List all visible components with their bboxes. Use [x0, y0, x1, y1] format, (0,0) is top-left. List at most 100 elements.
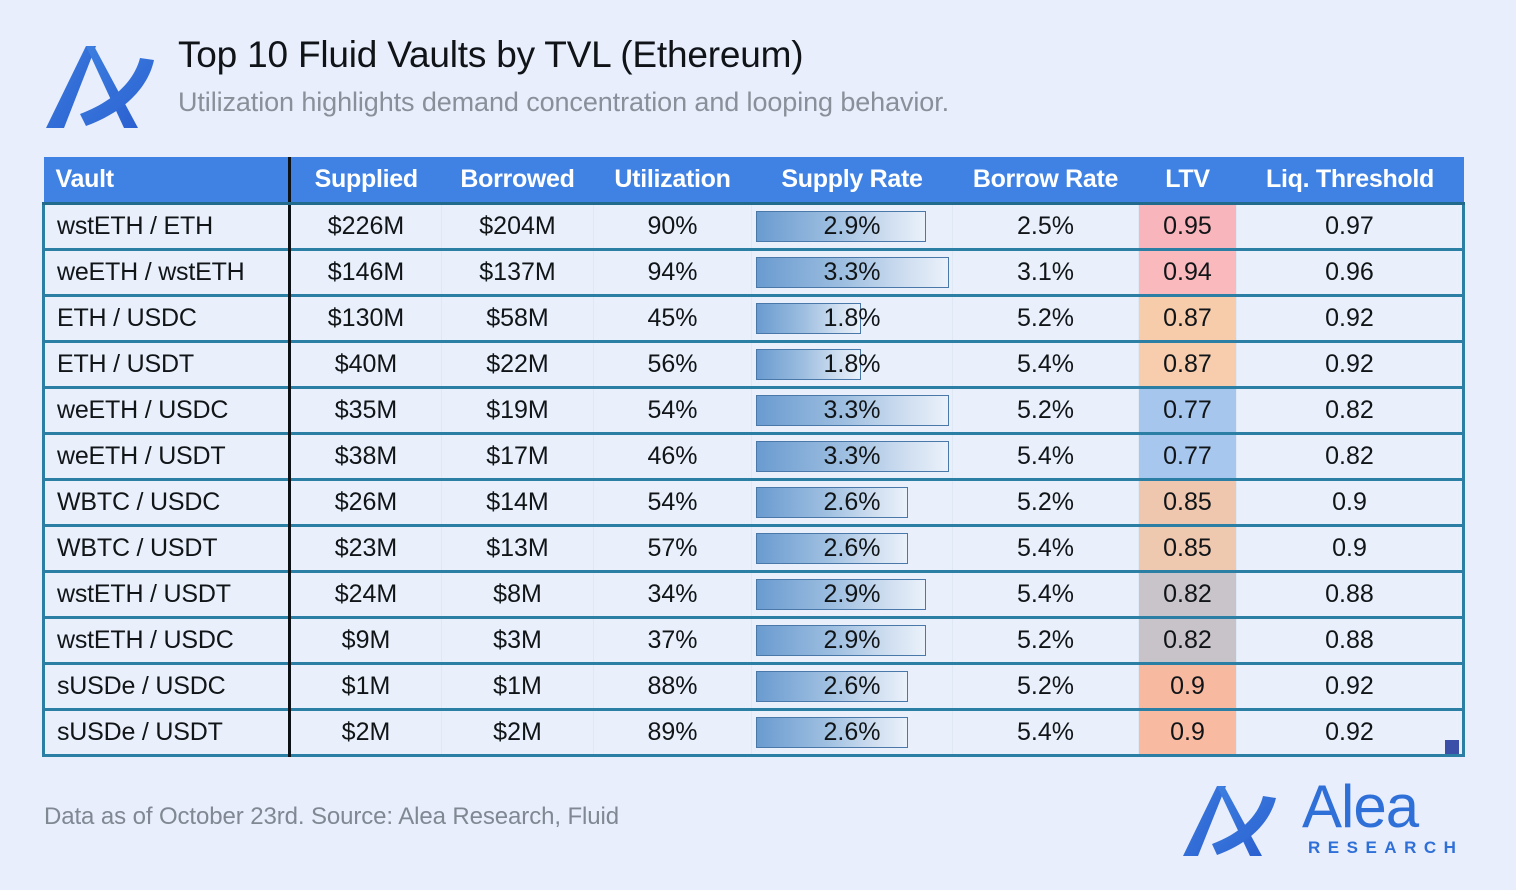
cell-supply-rate: 2.9%: [751, 571, 953, 617]
table-row[interactable]: weETH / USDT $38M $17M 46% 3.3% 5.4% 0.77 0.82: [42, 433, 1465, 479]
cell-borrow-rate: 5.4%: [952, 433, 1139, 479]
cell-borrowed: $58M: [441, 295, 594, 341]
supply-rate-databar: [756, 716, 908, 748]
cell-borrow-rate: 5.4%: [952, 709, 1139, 755]
table-row[interactable]: wstETH / USDT $24M $8M 34% 2.9% 5.4% 0.82 0.88: [42, 571, 1465, 617]
table-row[interactable]: weETH / USDC $35M $19M 54% 3.3% 5.2% 0.77 0.82: [42, 387, 1465, 433]
cell-ltv: 0.9: [1138, 663, 1237, 709]
cell-supplied: $9M: [289, 617, 442, 663]
supply-rate-label: 1.8%: [823, 349, 881, 378]
supply-rate-databar: [756, 256, 949, 288]
table-row[interactable]: ETH / USDT $40M $22M 56% 1.8% 5.4% 0.87 0.92: [42, 341, 1465, 387]
cell-ltv: 0.85: [1138, 479, 1237, 525]
column-header-ltv[interactable]: LTV: [1138, 157, 1237, 205]
cell-borrowed: $17M: [441, 433, 594, 479]
table-corner-notch: [1445, 739, 1459, 754]
table-header-row: Vault Supplied Borrowed Utilization Supp…: [43, 157, 1464, 205]
cell-vault: sUSDe / USDC: [42, 663, 291, 709]
cell-vault: wstETH / USDT: [42, 571, 291, 617]
table-row[interactable]: wstETH / USDC $9M $3M 37% 2.9% 5.2% 0.82 0.88: [42, 617, 1465, 663]
cell-ltv: 0.77: [1138, 387, 1237, 433]
column-header-utilization[interactable]: Utilization: [593, 157, 752, 205]
cell-vault: WBTC / USDC: [42, 479, 291, 525]
cell-borrowed: $14M: [441, 479, 594, 525]
cell-borrow-rate: 5.2%: [952, 387, 1139, 433]
supply-rate-label: 2.6%: [823, 487, 881, 516]
cell-supply-rate: 3.3%: [751, 249, 953, 295]
cell-liq-threshold: 0.88: [1236, 571, 1465, 617]
cell-borrowed: $137M: [441, 249, 594, 295]
brand-tagline: RESEARCH: [1308, 838, 1464, 857]
alea-logo-icon: [1180, 778, 1292, 860]
cell-liq-threshold: 0.92: [1236, 709, 1465, 755]
page-subtitle: Utilization highlights demand concentrat…: [178, 86, 950, 117]
cell-ltv: 0.77: [1138, 433, 1237, 479]
cell-supplied: $24M: [289, 571, 442, 617]
table-row[interactable]: WBTC / USDT $23M $13M 57% 2.6% 5.4% 0.85 0.9: [42, 525, 1465, 571]
cell-ltv: 0.95: [1138, 203, 1237, 249]
supply-rate-databar: [756, 348, 861, 380]
cell-supplied: $146M: [289, 249, 442, 295]
table-row[interactable]: WBTC / USDC $26M $14M 54% 2.6% 5.2% 0.85 0.9: [42, 479, 1465, 525]
cell-supply-rate: 1.8%: [751, 341, 953, 387]
cell-ltv: 0.87: [1138, 341, 1237, 387]
table-row[interactable]: ETH / USDC $130M $58M 45% 1.8% 5.2% 0.87 0.92: [42, 295, 1465, 341]
cell-liq-threshold: 0.92: [1236, 295, 1465, 341]
vaults-table-wrapper: Vault Supplied Borrowed Utilization Supp…: [42, 157, 1465, 757]
column-header-supplied[interactable]: Supplied: [289, 157, 442, 205]
footer-logo: Alea RESEARCH: [1180, 773, 1480, 870]
vaults-table: Vault Supplied Borrowed Utilization Supp…: [42, 157, 1465, 757]
cell-borrow-rate: 5.4%: [952, 341, 1139, 387]
cell-supply-rate: 2.9%: [751, 617, 953, 663]
column-header-liq-threshold[interactable]: Liq. Threshold: [1236, 157, 1464, 205]
supply-rate-label: 2.6%: [823, 671, 881, 700]
supply-rate-databar: [756, 210, 926, 242]
cell-ltv: 0.94: [1138, 249, 1237, 295]
table-row[interactable]: sUSDe / USDT $2M $2M 89% 2.6% 5.4% 0.9 0.92: [42, 709, 1465, 755]
cell-liq-threshold: 0.88: [1236, 617, 1465, 663]
cell-vault: weETH / USDC: [42, 387, 291, 433]
cell-borrowed: $22M: [441, 341, 594, 387]
cell-borrowed: $2M: [441, 709, 594, 755]
supply-rate-label: 2.9%: [823, 625, 881, 654]
column-header-borrowed[interactable]: Borrowed: [441, 157, 594, 205]
cell-supply-rate: 3.3%: [751, 387, 953, 433]
cell-supply-rate: 3.3%: [751, 433, 953, 479]
cell-utilization: 54%: [593, 479, 752, 525]
cell-ltv: 0.82: [1138, 617, 1237, 663]
column-header-borrow-rate[interactable]: Borrow Rate: [952, 157, 1139, 205]
supply-rate-databar: [756, 624, 926, 656]
page-title: Top 10 Fluid Vaults by TVL (Ethereum): [178, 34, 804, 75]
cell-utilization: 57%: [593, 525, 752, 571]
cell-vault: wstETH / USDC: [42, 617, 291, 663]
supply-rate-databar: [756, 440, 949, 472]
supply-rate-label: 3.3%: [823, 395, 881, 424]
cell-borrow-rate: 5.4%: [952, 571, 1139, 617]
supply-rate-label: 3.3%: [823, 441, 881, 470]
table-header: Vault Supplied Borrowed Utilization Supp…: [43, 157, 1464, 205]
cell-supplied: $1M: [289, 663, 442, 709]
cell-borrow-rate: 5.2%: [952, 479, 1139, 525]
cell-supplied: $226M: [289, 203, 442, 249]
cell-borrowed: $3M: [441, 617, 594, 663]
cell-supplied: $40M: [289, 341, 442, 387]
cell-vault: weETH / USDT: [42, 433, 291, 479]
cell-supply-rate: 2.6%: [751, 525, 953, 571]
cell-ltv: 0.82: [1138, 571, 1237, 617]
table-row[interactable]: sUSDe / USDC $1M $1M 88% 2.6% 5.2% 0.9 0.92: [42, 663, 1465, 709]
table-body: wstETH / ETH $226M $204M 90% 2.9% 2.5% 0.95 0.9…: [42, 203, 1465, 755]
column-header-vault[interactable]: Vault: [43, 157, 291, 205]
cell-borrow-rate: 5.2%: [952, 295, 1139, 341]
cell-borrowed: $204M: [441, 203, 594, 249]
cell-borrow-rate: 5.2%: [952, 663, 1139, 709]
cell-utilization: 89%: [593, 709, 752, 755]
table-row[interactable]: wstETH / ETH $226M $204M 90% 2.9% 2.5% 0.95 0.9…: [42, 203, 1465, 249]
cell-borrow-rate: 3.1%: [952, 249, 1139, 295]
cell-liq-threshold: 0.97: [1236, 203, 1465, 249]
cell-utilization: 90%: [593, 203, 752, 249]
table-row[interactable]: weETH / wstETH $146M $137M 94% 3.3% 3.1% 0.94 0…: [42, 249, 1465, 295]
cell-utilization: 88%: [593, 663, 752, 709]
cell-supplied: $26M: [289, 479, 442, 525]
column-header-supply-rate[interactable]: Supply Rate: [751, 157, 953, 205]
cell-supplied: $2M: [289, 709, 442, 755]
